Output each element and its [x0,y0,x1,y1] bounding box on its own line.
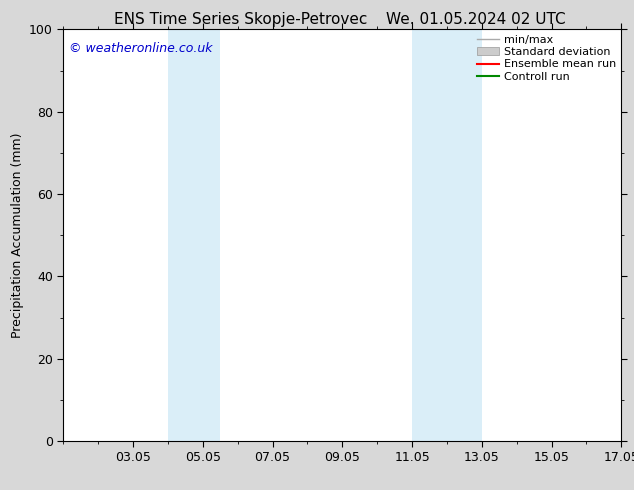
Text: ENS Time Series Skopje-Petrovec: ENS Time Series Skopje-Petrovec [114,12,368,27]
Text: We. 01.05.2024 02 UTC: We. 01.05.2024 02 UTC [385,12,566,27]
Legend: min/max, Standard deviation, Ensemble mean run, Controll run: min/max, Standard deviation, Ensemble me… [475,33,618,84]
Bar [168,29,221,441]
Text: © weatheronline.co.uk: © weatheronline.co.uk [69,42,212,55]
Y-axis label: Precipitation Accumulation (mm): Precipitation Accumulation (mm) [11,132,23,338]
Bar [412,29,482,441]
